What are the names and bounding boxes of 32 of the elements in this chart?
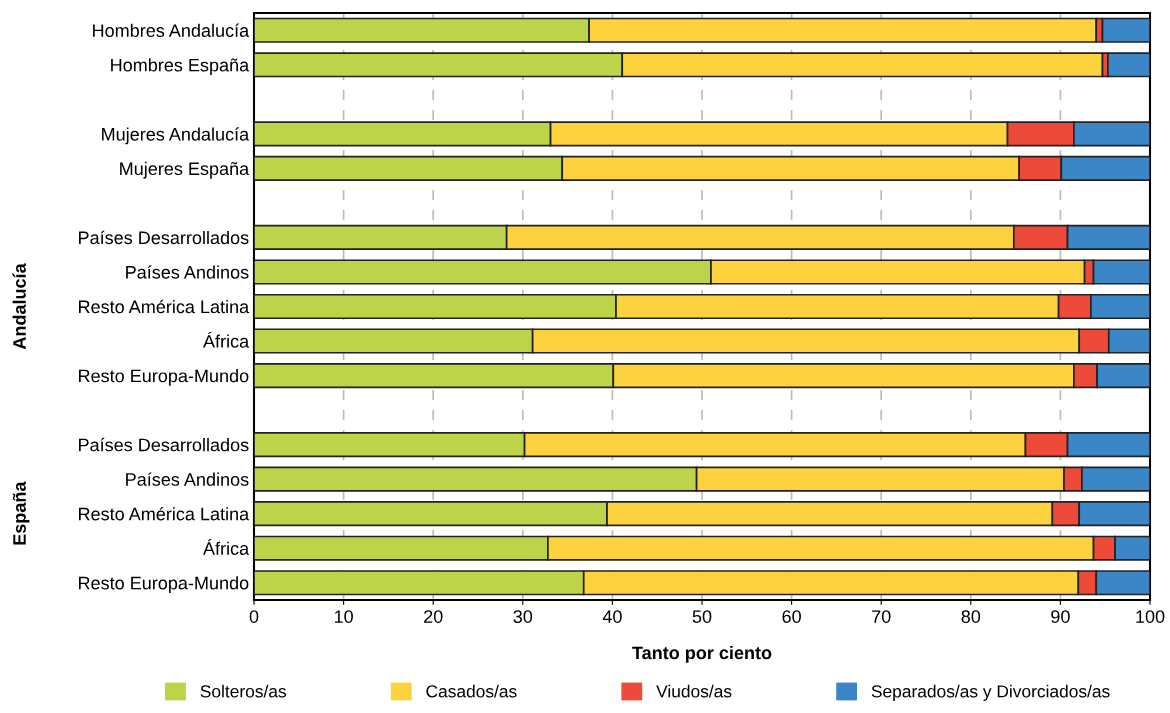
y-tick-label: Hombres España (111, 58, 250, 76)
text: Andalucía (12, 263, 26, 350)
x-tick-label: 20 (424, 610, 443, 623)
x-tick-label: 40 (602, 610, 622, 623)
y-tick-label: Países Andinos (126, 472, 249, 486)
text: España (12, 481, 30, 545)
x-tick-label: 90 (1051, 610, 1070, 623)
y-tick-label: Países Desarrollados (79, 230, 249, 245)
legend-label: Viudos/as (656, 684, 732, 698)
y-tick-label: Resto América Latina (79, 506, 250, 521)
x-tick-label: 50 (692, 610, 712, 623)
y-tick-label: Países Desarrollados (79, 437, 249, 452)
x-tick-label: 60 (782, 610, 801, 623)
y-tick-label: Resto Europa-Mundo (79, 369, 249, 386)
y-tick-label: Mujeres Andalucía (102, 127, 250, 145)
y-tick-label: África (203, 539, 250, 555)
y-tick-label: Hombres Andalucía (93, 23, 250, 37)
legend-label: Separados/as y Divorciados/as (871, 684, 1110, 701)
legend-label: Casados/as (426, 684, 517, 698)
x-axis-title: Tanto por ciento (632, 646, 772, 663)
x-tick-label: 0 (249, 610, 259, 623)
y-tick-label: Resto Europa-Mundo (79, 576, 249, 594)
y-tick-label: Resto América Latina (79, 299, 250, 314)
y-tick-label: Países Andinos (126, 265, 249, 279)
x-tick-label: 30 (513, 610, 533, 623)
x-tick-label: 70 (872, 610, 891, 623)
x-tick-label: 80 (961, 610, 981, 623)
x-tick-label: 10 (334, 610, 353, 623)
y-tick-label: Mujeres España (120, 161, 250, 179)
legend-label: Solteros/as (200, 684, 287, 698)
x-tick-label: 100 (1136, 610, 1165, 623)
y-tick-label: África (203, 331, 250, 348)
